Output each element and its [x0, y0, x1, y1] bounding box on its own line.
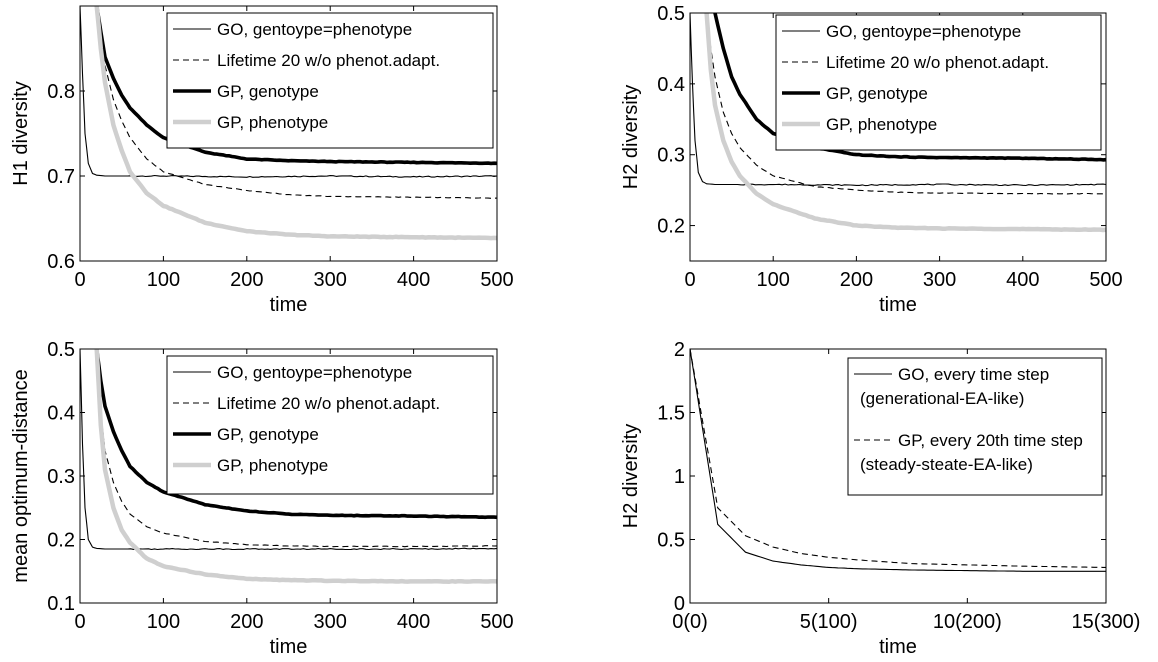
- y-tick-label: 0.5: [657, 530, 685, 552]
- legend-label: GP, genotype: [217, 82, 319, 101]
- x-tick-label: 100: [147, 611, 180, 633]
- legend-box: [166, 12, 494, 149]
- legend-box: [775, 14, 1102, 151]
- legend-label: GP, genotype: [826, 84, 928, 103]
- series-line: [96, 349, 497, 548]
- x-tick-label: 400: [1006, 269, 1039, 291]
- y-axis-label: H2 diversity: [620, 424, 642, 528]
- y-tick-label: 0.2: [657, 216, 685, 238]
- legend-label-line2: (generational-EA-like): [860, 389, 1024, 408]
- x-tick-label: 0(0): [672, 611, 708, 633]
- legend: GO, every time step (generational-EA-like…: [847, 357, 1103, 496]
- legend-label: Lifetime 20 w/o phenot.adapt.: [826, 53, 1049, 72]
- x-tick-label: 500: [480, 269, 513, 291]
- legend-label: Lifetime 20 w/o phenot.adapt.: [217, 51, 440, 70]
- x-axis-label: time: [879, 636, 917, 658]
- y-tick-label: 0.7: [47, 166, 75, 188]
- y-tick-label: 0.4: [47, 403, 75, 425]
- x-tick-label: 500: [480, 611, 513, 633]
- y-tick-label: 0.4: [657, 74, 685, 96]
- y-tick-label: 0.2: [47, 530, 75, 552]
- x-axis-label: time: [270, 294, 308, 316]
- legend-label: Lifetime 20 w/o phenot.adapt.: [217, 394, 440, 413]
- y-tick-label: 0.3: [47, 466, 75, 488]
- y-axis-label: mean optimum-distance: [10, 369, 32, 582]
- axes-frame: [689, 12, 1107, 262]
- x-tick-label: 300: [314, 269, 347, 291]
- x-tick-label: 0: [74, 269, 85, 291]
- legend-label: GP, phenotype: [217, 113, 328, 132]
- x-tick-label: 400: [397, 269, 430, 291]
- legend-label: GO, gentoype=phenotype: [217, 363, 412, 382]
- y-tick-label: 2: [674, 339, 685, 361]
- y-tick-label: 0.6: [47, 251, 75, 273]
- y-tick-label: 1.5: [657, 403, 685, 425]
- series-line: [80, 6, 497, 178]
- y-tick-label: 0.1: [47, 593, 75, 615]
- legend-label: GO, every time step: [898, 365, 1049, 384]
- chart-panel-3: 0 100 200 300 400 500 0.1 0.2 0.3 0.4 0.5 time mean …: [10, 339, 514, 658]
- x-tick-label: 100: [147, 269, 180, 291]
- series-line: [94, 6, 497, 241]
- legend: GO, gentoype=phenotype Lifetime 20 w/o ph…: [775, 14, 1102, 151]
- legend-label: GO, gentoype=phenotype: [826, 22, 1021, 41]
- legend-box: [166, 355, 494, 495]
- series-group: [80, 6, 497, 241]
- series-line: [94, 349, 497, 520]
- y-tick-label: 0.8: [47, 81, 75, 103]
- x-axis-label: time: [879, 294, 917, 316]
- legend-label: GP, every 20th time step: [898, 431, 1083, 450]
- series-line: [96, 6, 497, 199]
- legend: GO, gentoype=phenotype Lifetime 20 w/o ph…: [166, 355, 494, 495]
- x-tick-label: 15(300): [1072, 611, 1141, 633]
- x-tick-label: 10(200): [933, 611, 1002, 633]
- y-axis-label: H2 diversity: [620, 85, 642, 189]
- x-tick-label: 100: [757, 269, 790, 291]
- x-axis-label: time: [270, 636, 308, 658]
- series-line: [704, 13, 1106, 233]
- series-group: [80, 349, 497, 584]
- x-tick-label: 200: [840, 269, 873, 291]
- series-line: [713, 13, 1106, 162]
- y-tick-label: 0.5: [47, 339, 75, 361]
- legend-box: [847, 357, 1103, 496]
- chart-panel-1: 0 100 200 300 400 500 0.6 0.7 0.8 time H1 diversit…: [10, 5, 514, 316]
- legend: GO, gentoype=phenotype Lifetime 20 w/o ph…: [166, 12, 494, 149]
- legend-label: GO, gentoype=phenotype: [217, 20, 412, 39]
- x-tick-label: 200: [230, 269, 263, 291]
- x-tick-label: 5(100): [800, 611, 858, 633]
- series-group: [690, 349, 1106, 572]
- y-tick-label: 1: [674, 466, 685, 488]
- legend-label: GP, phenotype: [826, 115, 937, 134]
- series-line: [94, 6, 497, 166]
- x-tick-label: 0: [74, 611, 85, 633]
- axes-frame: [79, 5, 498, 262]
- y-tick-label: 0.3: [657, 145, 685, 167]
- series-line: [706, 13, 1106, 195]
- series-line: [94, 349, 497, 584]
- x-tick-label: 300: [314, 611, 347, 633]
- x-tick-label: 300: [923, 269, 956, 291]
- x-tick-label: 0: [684, 269, 695, 291]
- legend-label: GP, phenotype: [217, 456, 328, 475]
- legend-label: GP, genotype: [217, 425, 319, 444]
- x-tick-label: 500: [1089, 269, 1122, 291]
- y-tick-label: 0.5: [657, 3, 685, 25]
- legend-label-line2: (steady-steate-EA-like): [860, 455, 1033, 474]
- x-tick-label: 200: [230, 611, 263, 633]
- series-group: [690, 13, 1106, 233]
- chart-panel-2: 0 100 200 300 400 500 0.2 0.3 0.4 0.5 time H2 diver…: [620, 3, 1123, 316]
- y-axis-label: H1 diversity: [10, 81, 32, 185]
- chart-panel-4: 0(0) 5(100) 10(200) 15(300) 0 0.5 1 1.5 2 time H2 …: [620, 339, 1140, 658]
- y-tick-label: 0: [674, 593, 685, 615]
- x-tick-label: 400: [397, 611, 430, 633]
- series-line: [690, 349, 1106, 572]
